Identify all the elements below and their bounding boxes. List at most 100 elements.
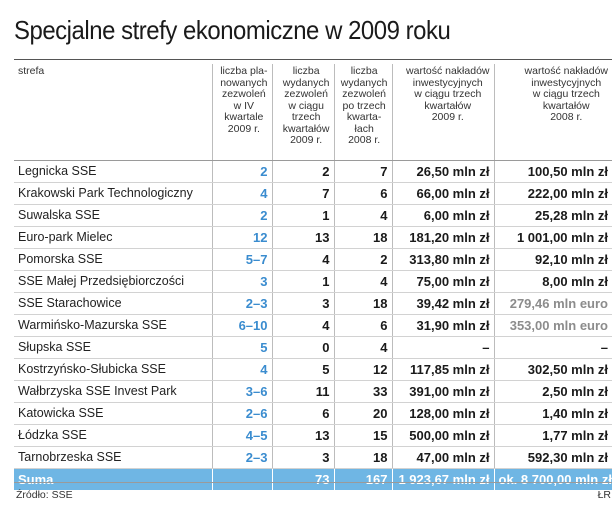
header-row: strefa liczba pla-nowanych zezwoleń w IV kw… bbox=[14, 64, 612, 161]
investment-2009: 391,00 mln zł bbox=[391, 380, 494, 403]
investment-2008: ok. 8 700,00 mln zł bbox=[493, 468, 612, 490]
header-issued-2008: liczba wydanych zezwoleń po trzech kwarta-ła… bbox=[333, 64, 392, 161]
issued-permits-2009: 3 bbox=[271, 292, 334, 315]
zone-name: Suma bbox=[14, 468, 212, 490]
zone-name: Krakowski Park Technologiczny bbox=[14, 182, 212, 205]
investment-2008: 2,50 mln zł bbox=[493, 380, 612, 403]
header-issued-2009: liczba wydanych zezwoleń w ciągu trzech kwart… bbox=[271, 64, 334, 161]
issued-permits-2008: 4 bbox=[333, 336, 392, 359]
investment-2008: 1,77 mln zł bbox=[493, 424, 612, 447]
header-invest-2009-text: wartość nakładów inwestycyjnych w ciągu tr… bbox=[406, 65, 490, 123]
investment-2009: 66,00 mln zł bbox=[391, 182, 494, 205]
investment-2008: 1,40 mln zł bbox=[493, 402, 612, 425]
issued-permits-2009: 3 bbox=[271, 446, 334, 469]
source-note: Źródło: SSE bbox=[16, 489, 73, 501]
planned-permits: 4 bbox=[211, 182, 272, 205]
issued-permits-2008: 4 bbox=[333, 270, 392, 293]
zone-name: Pomorska SSE bbox=[14, 248, 212, 271]
planned-permits: 12 bbox=[211, 226, 272, 249]
table-body: Legnicka SSE 2 2 7 26,50 mln zł 100,50 mln zł… bbox=[14, 160, 612, 490]
issued-permits-2009: 13 bbox=[271, 424, 334, 447]
issued-permits-2008: 6 bbox=[333, 314, 392, 337]
planned-permits: 5–7 bbox=[211, 248, 272, 271]
zone-name: Legnicka SSE bbox=[14, 160, 212, 183]
planned-permits: 2 bbox=[211, 160, 272, 183]
issued-permits-2009: 11 bbox=[271, 380, 334, 403]
bottom-rule bbox=[14, 482, 612, 483]
planned-permits: 2–3 bbox=[211, 292, 272, 315]
table-row: Warmińsko-Mazurska SSE 6–10 4 6 31,90 mln zł… bbox=[14, 314, 612, 337]
investment-2008: 92,10 mln zł bbox=[493, 248, 612, 271]
issued-permits-2008: 167 bbox=[333, 468, 392, 490]
issued-permits-2008: 7 bbox=[333, 160, 392, 183]
planned-permits: 2 bbox=[211, 204, 272, 227]
investment-2009: – bbox=[391, 336, 494, 359]
investment-2009: 31,90 mln zł bbox=[391, 314, 494, 337]
issued-permits-2009: 6 bbox=[271, 402, 334, 425]
investment-2009: 39,42 mln zł bbox=[391, 292, 494, 315]
issued-permits-2008: 20 bbox=[333, 402, 392, 425]
investment-2008: 1 001,00 mln zł bbox=[493, 226, 612, 249]
table-row: Pomorska SSE 5–7 4 2 313,80 mln zł 92,10 mln … bbox=[14, 248, 612, 271]
table-row: Tarnobrzeska SSE 2–3 3 18 47,00 mln zł 592,30… bbox=[14, 446, 612, 469]
investment-2008: 222,00 mln zł bbox=[493, 182, 612, 205]
investment-2008: 8,00 mln zł bbox=[493, 270, 612, 293]
header-planned: liczba pla-nowanych zezwoleń w IV kwartale 2… bbox=[211, 64, 272, 161]
issued-permits-2009: 2 bbox=[271, 160, 334, 183]
investment-2008: – bbox=[493, 336, 612, 359]
investment-2008: 100,50 mln zł bbox=[493, 160, 612, 183]
investment-2009: 500,00 mln zł bbox=[391, 424, 494, 447]
issued-permits-2008: 18 bbox=[333, 446, 392, 469]
planned-permits: 2–6 bbox=[211, 402, 272, 425]
investment-2009: 26,50 mln zł bbox=[391, 160, 494, 183]
planned-permits: 6–10 bbox=[211, 314, 272, 337]
top-rule bbox=[14, 59, 612, 60]
header-zone: strefa bbox=[14, 64, 212, 161]
planned-permits: 3–6 bbox=[211, 380, 272, 403]
investment-2009: 313,80 mln zł bbox=[391, 248, 494, 271]
header-invest-2008: wartość nakładów inwestycyjnych w ciągu tr… bbox=[493, 64, 612, 161]
table-row: Suwalska SSE 2 1 4 6,00 mln zł 25,28 mln zł bbox=[14, 204, 612, 227]
zone-name: Wałbrzyska SSE Invest Park bbox=[14, 380, 212, 403]
investment-2009: 117,85 mln zł bbox=[391, 358, 494, 381]
table-row: Krakowski Park Technologiczny 4 7 6 66,00 ml… bbox=[14, 182, 612, 205]
header-invest-2008-text: wartość nakładów inwestycyjnych w ciągu tr… bbox=[524, 65, 608, 123]
investment-2009: 6,00 mln zł bbox=[391, 204, 494, 227]
investment-2008: 353,00 mln euro bbox=[493, 314, 612, 337]
zone-name: Suwalska SSE bbox=[14, 204, 212, 227]
table-row: Łódzka SSE 4–5 13 15 500,00 mln zł 1,77 mln z… bbox=[14, 424, 612, 447]
issued-permits-2009: 73 bbox=[271, 468, 334, 490]
planned-permits: 2–3 bbox=[211, 446, 272, 469]
table-row: Kostrzyńsko-Słubicka SSE 4 5 12 117,85 mln z… bbox=[14, 358, 612, 381]
header-invest-2009: wartość nakładów inwestycyjnych w ciągu tr… bbox=[391, 64, 494, 161]
table-row: Katowicka SSE 2–6 6 20 128,00 mln zł 1,40 mln… bbox=[14, 402, 612, 425]
investment-2008: 592,30 mln zł bbox=[493, 446, 612, 469]
issued-permits-2009: 7 bbox=[271, 182, 334, 205]
issued-permits-2009: 1 bbox=[271, 270, 334, 293]
zone-name: Słupska SSE bbox=[14, 336, 212, 359]
issued-permits-2009: 4 bbox=[271, 248, 334, 271]
issued-permits-2008: 33 bbox=[333, 380, 392, 403]
author-credit: ŁR bbox=[597, 489, 611, 501]
table-row: Wałbrzyska SSE Invest Park 3–6 11 33 391,00 … bbox=[14, 380, 612, 403]
table-row: SSE Starachowice 2–3 3 18 39,42 mln zł 279,46… bbox=[14, 292, 612, 315]
investment-2009: 75,00 mln zł bbox=[391, 270, 494, 293]
zone-name: Katowicka SSE bbox=[14, 402, 212, 425]
investment-2008: 302,50 mln zł bbox=[493, 358, 612, 381]
sum-row: Suma 73 167 1 923,67 mln zł ok. 8 700,00 mln… bbox=[14, 468, 612, 490]
issued-permits-2009: 1 bbox=[271, 204, 334, 227]
zone-name: Warmińsko-Mazurska SSE bbox=[14, 314, 212, 337]
issued-permits-2008: 18 bbox=[333, 292, 392, 315]
issued-permits-2009: 0 bbox=[271, 336, 334, 359]
zone-name: SSE Starachowice bbox=[14, 292, 212, 315]
issued-permits-2008: 2 bbox=[333, 248, 392, 271]
issued-permits-2008: 12 bbox=[333, 358, 392, 381]
table-row: SSE Małej Przedsiębiorczości 3 1 4 75,00 mln… bbox=[14, 270, 612, 293]
issued-permits-2009: 13 bbox=[271, 226, 334, 249]
investment-2008: 25,28 mln zł bbox=[493, 204, 612, 227]
issued-permits-2008: 15 bbox=[333, 424, 392, 447]
issued-permits-2009: 5 bbox=[271, 358, 334, 381]
issued-permits-2008: 18 bbox=[333, 226, 392, 249]
investment-2009: 128,00 mln zł bbox=[391, 402, 494, 425]
zones-table: strefa liczba pla-nowanych zezwoleń w IV kw… bbox=[14, 64, 612, 490]
